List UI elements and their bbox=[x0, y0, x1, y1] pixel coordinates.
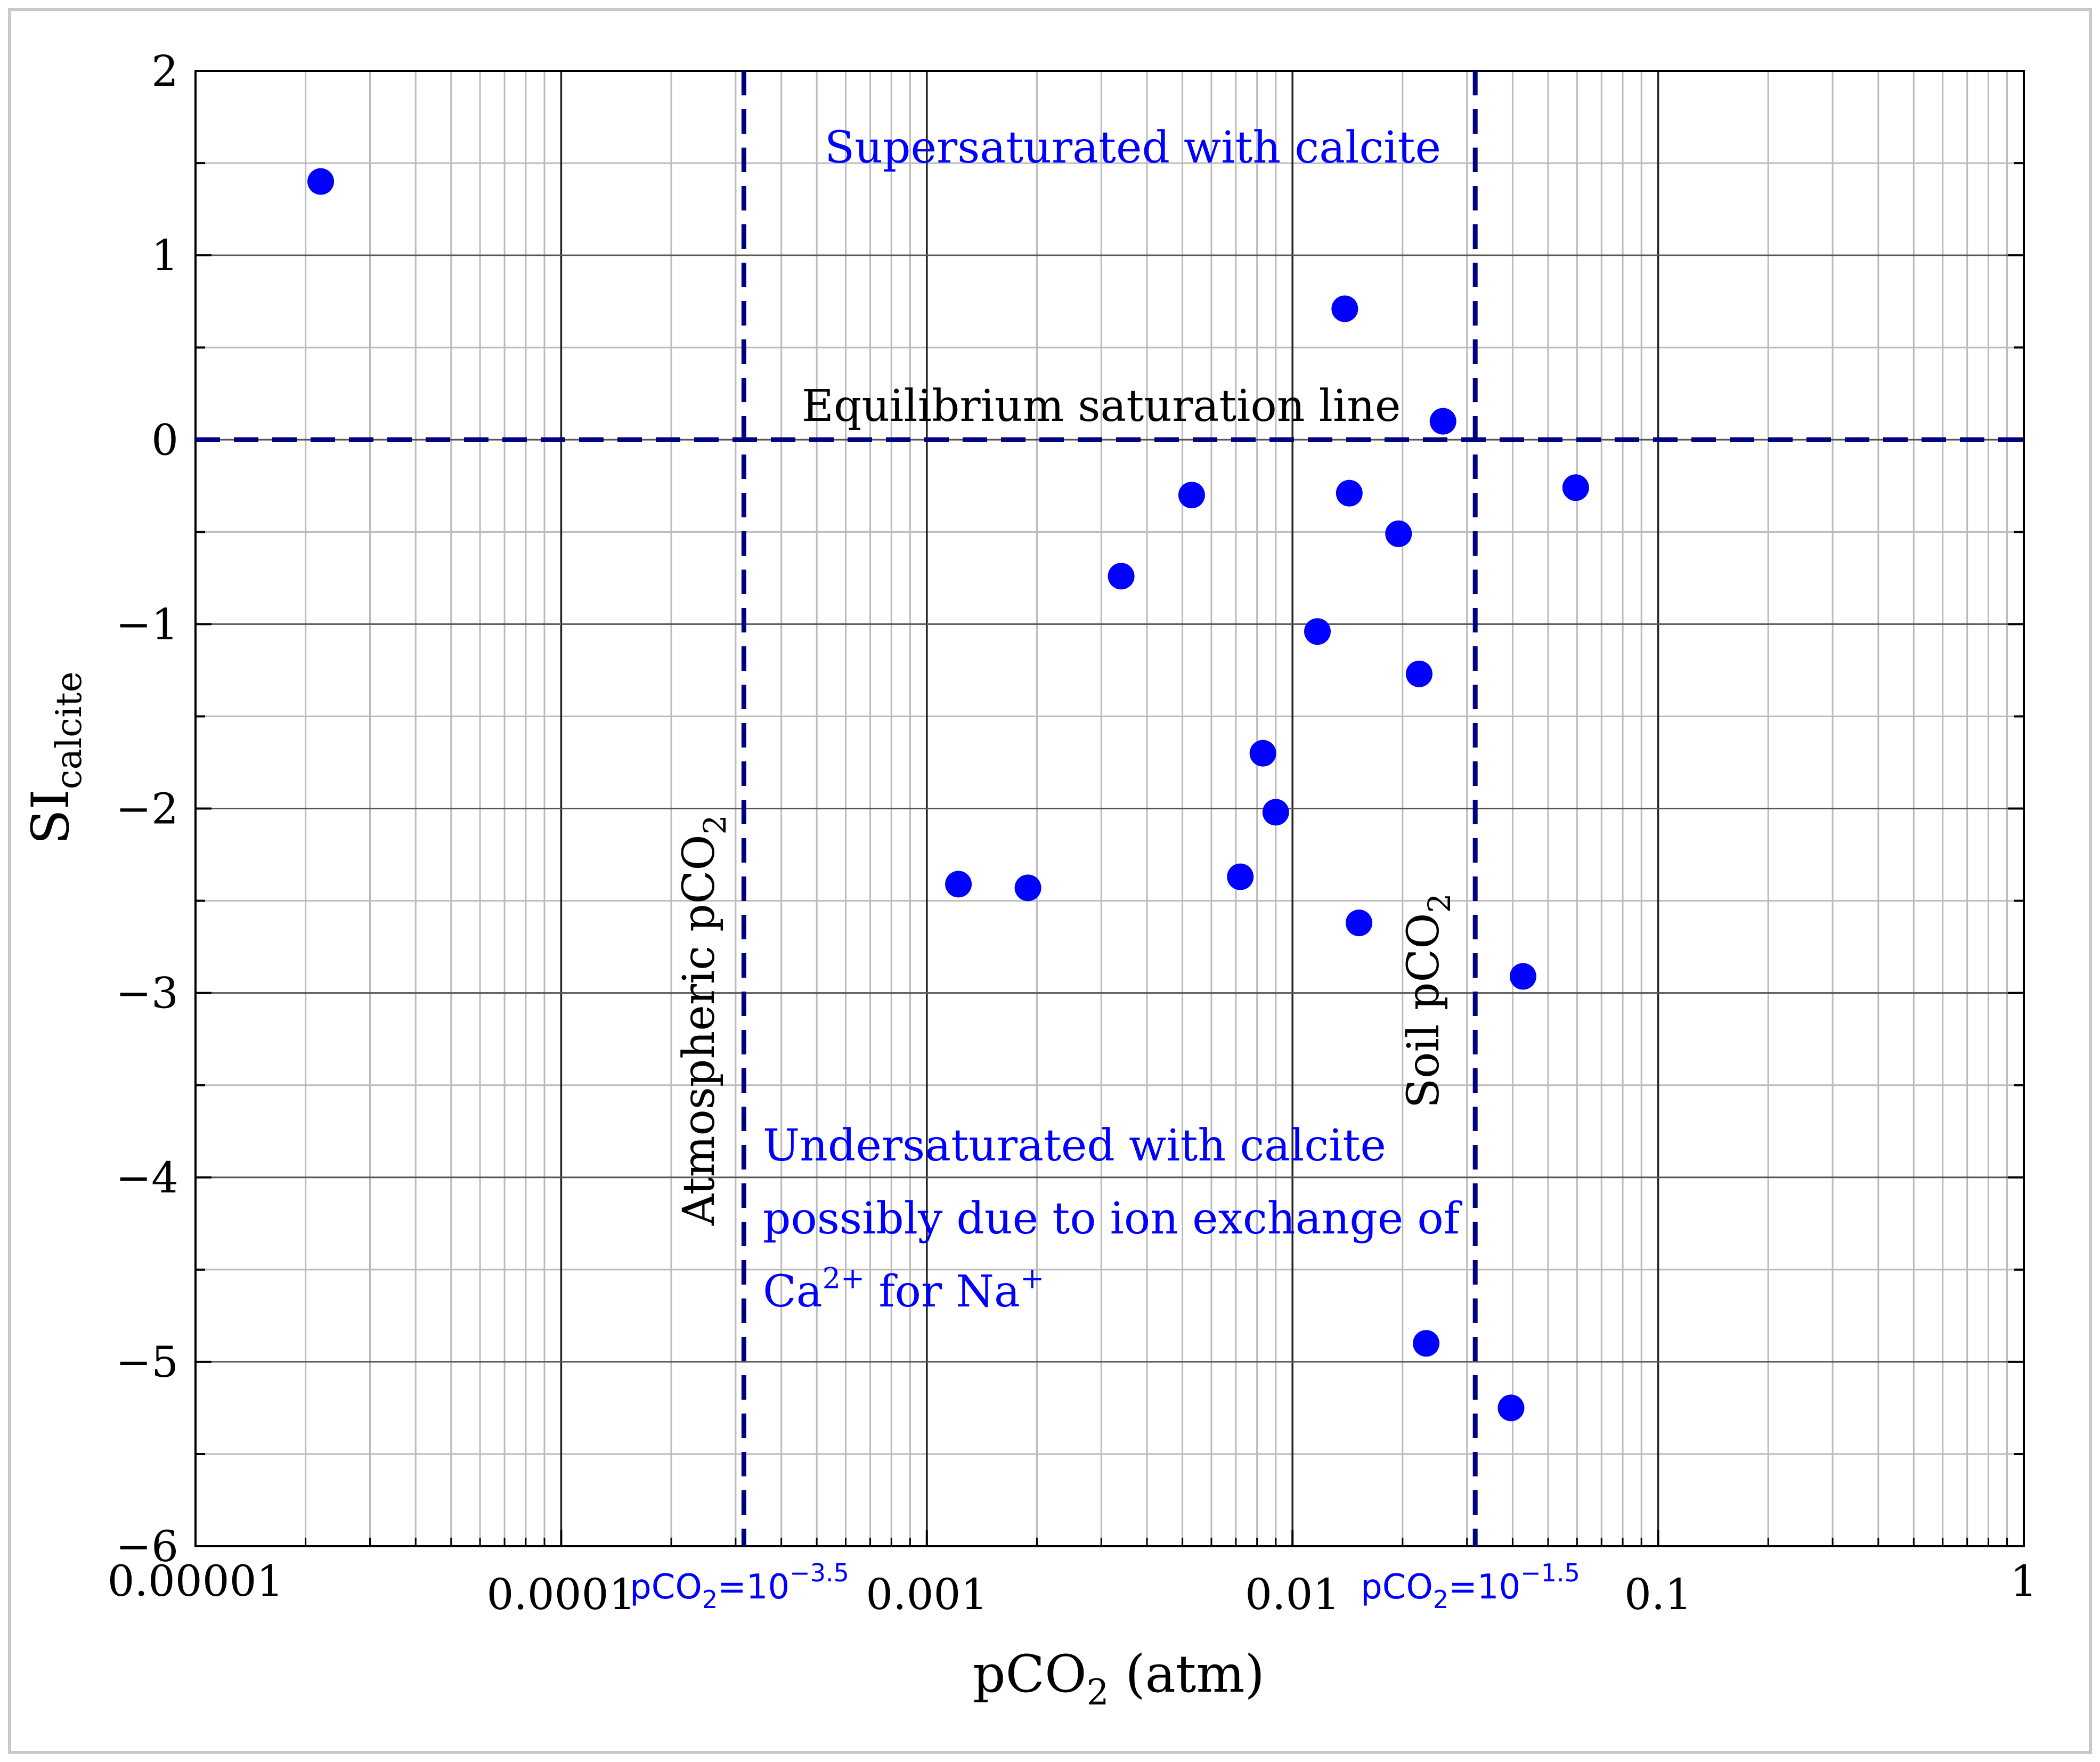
undersaturated-line-3: Ca2+ for Na+ bbox=[763, 1262, 1044, 1317]
figure-frame bbox=[8, 8, 2092, 1754]
x-tick-label: 0.01 bbox=[1245, 1570, 1340, 1619]
y-tick-label: 2 bbox=[151, 46, 178, 96]
equilibrium-line-label: Equilibrium saturation line bbox=[802, 381, 1401, 432]
atmospheric-pco2-tick-label: pCO2=10−3.5 bbox=[630, 1558, 849, 1614]
reference-lines bbox=[196, 71, 2024, 1546]
undersaturated-line-2: possibly due to ion exchange of bbox=[763, 1193, 1463, 1244]
x-tick-label: 1 bbox=[2011, 1556, 2038, 1606]
y-tick-label: −2 bbox=[116, 784, 178, 834]
x-tick-label: 0.00001 bbox=[108, 1556, 284, 1606]
y-axis-tick-labels: 2 1 0 −1 −2 −3 −4 −5 −6 bbox=[116, 46, 178, 1571]
major-gridlines bbox=[194, 70, 2025, 1547]
supersaturated-annotation: Supersaturated with calcite bbox=[825, 123, 1441, 173]
y-tick-label: −6 bbox=[116, 1522, 178, 1571]
y-tick-label: 1 bbox=[151, 231, 178, 280]
data-point bbox=[1014, 874, 1041, 902]
data-point bbox=[945, 871, 972, 898]
data-point bbox=[1346, 910, 1373, 937]
data-point bbox=[1304, 618, 1331, 645]
data-point bbox=[1262, 799, 1289, 826]
x-axis-tick-labels: 0.00001 0.0001 0.001 0.01 0.1 1 bbox=[108, 1556, 2038, 1619]
y-axis-title: SIcalcite bbox=[21, 671, 89, 845]
soil-pco2-label: Soil pCO2 bbox=[1398, 894, 1458, 1108]
x-axis-title: pCO2 (atm) bbox=[973, 1644, 1265, 1713]
undersaturated-annotation: Undersaturated with calcite possibly due… bbox=[763, 1120, 1463, 1317]
atmospheric-pco2-label: Atmospheric pCO2 bbox=[674, 815, 733, 1226]
x-tick-label: 0.0001 bbox=[486, 1570, 636, 1619]
data-point bbox=[1429, 408, 1456, 435]
y-tick-label: 0 bbox=[151, 415, 178, 465]
undersaturated-line-1: Undersaturated with calcite bbox=[763, 1120, 1386, 1171]
data-points bbox=[307, 168, 1589, 1422]
data-point bbox=[1331, 295, 1358, 322]
y-tick-label: −4 bbox=[116, 1153, 178, 1203]
data-point bbox=[1227, 863, 1254, 890]
y-tick-label: −5 bbox=[116, 1337, 178, 1387]
data-point bbox=[1336, 480, 1363, 507]
data-point bbox=[1249, 740, 1276, 767]
soil-pco2-tick-label: pCO2=10−1.5 bbox=[1361, 1558, 1580, 1614]
axis-ticks bbox=[194, 70, 2025, 1547]
y-tick-label: −1 bbox=[116, 599, 178, 649]
data-point bbox=[1405, 660, 1432, 687]
data-point bbox=[1385, 520, 1412, 547]
data-point bbox=[1178, 482, 1205, 509]
x-tick-label: 0.001 bbox=[866, 1570, 988, 1619]
data-point bbox=[1509, 963, 1536, 990]
data-point bbox=[1413, 1330, 1440, 1357]
data-point bbox=[1497, 1394, 1525, 1422]
data-point bbox=[1562, 474, 1589, 501]
data-point bbox=[307, 168, 335, 195]
y-tick-label: −3 bbox=[116, 969, 178, 1018]
data-point bbox=[1108, 563, 1135, 590]
x-tick-label: 0.1 bbox=[1624, 1570, 1692, 1619]
